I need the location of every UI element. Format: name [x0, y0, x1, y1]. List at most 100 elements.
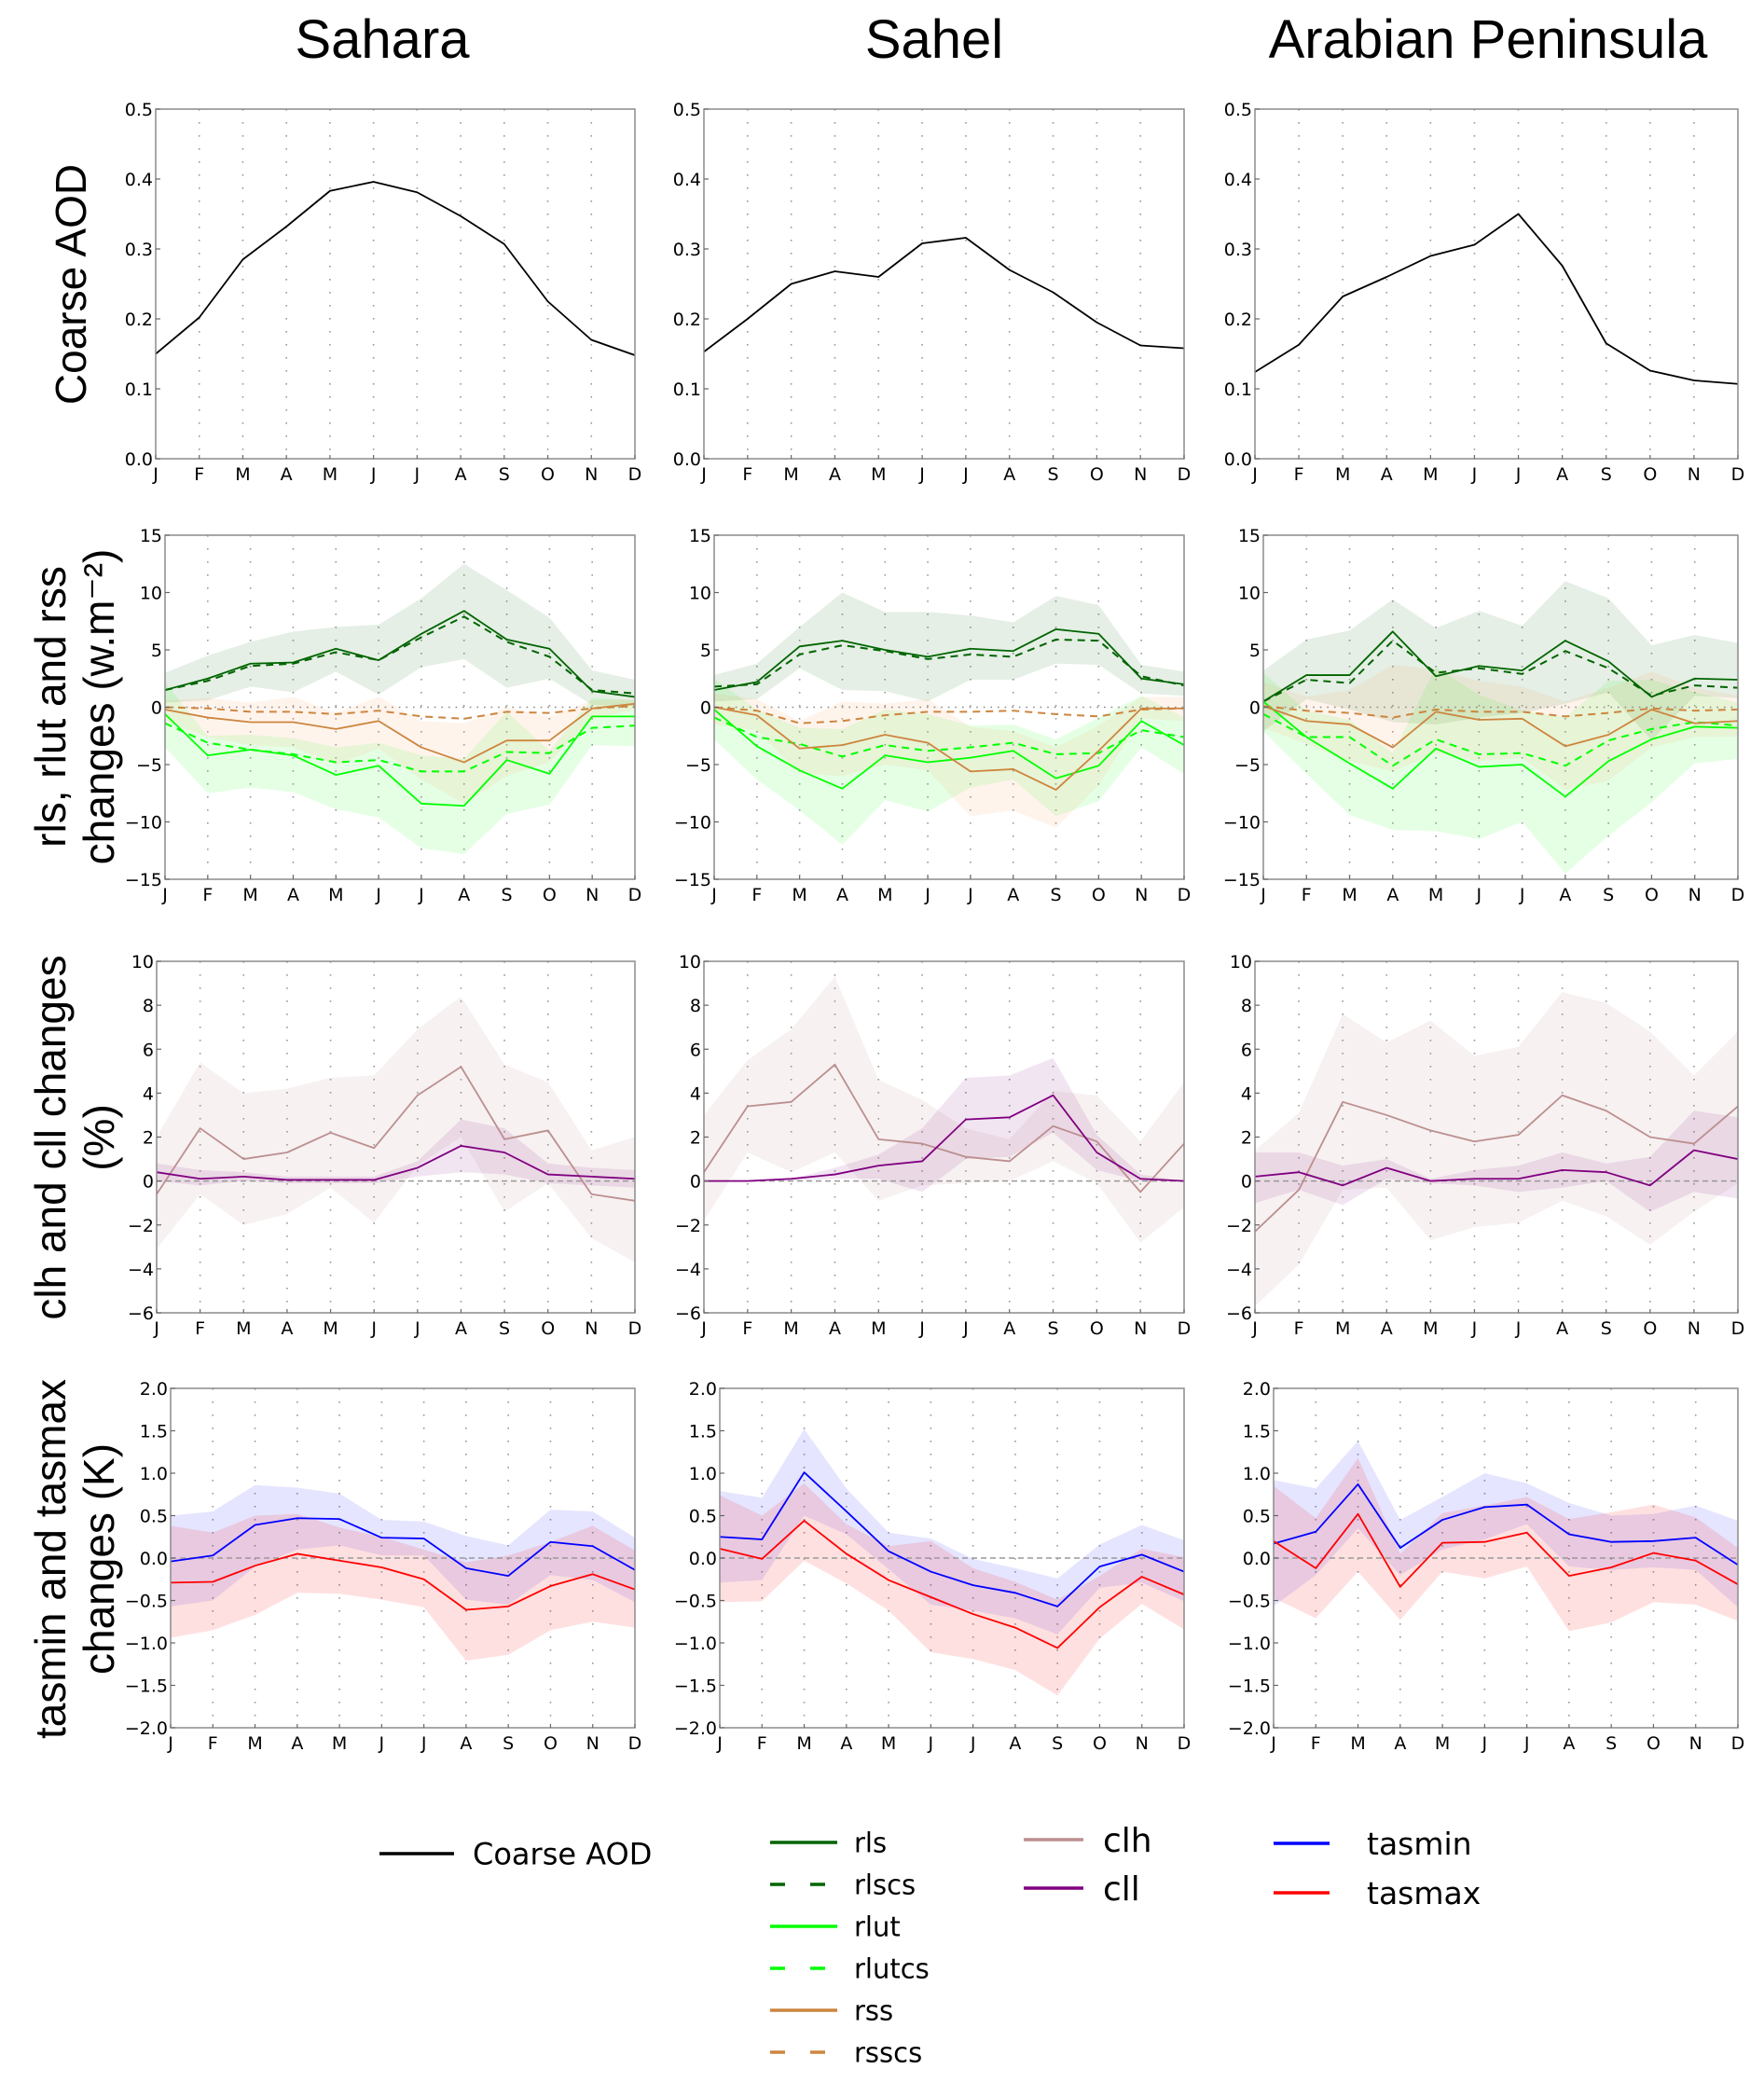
y-tick-label: 10 — [679, 952, 701, 973]
band-cll-range — [1255, 1110, 1738, 1212]
x-tick-label: N — [1688, 464, 1701, 485]
y-tick-label: 2 — [1241, 1128, 1252, 1149]
y-tick-label: 0.3 — [125, 240, 153, 260]
legend-label: clh — [1103, 1822, 1152, 1860]
x-tick-label: A — [1003, 464, 1015, 485]
y-tick-label: −1.5 — [1228, 1676, 1271, 1697]
x-tick-label: D — [1731, 1318, 1745, 1339]
series-rlscs — [165, 615, 635, 695]
y-tick-label: −2.0 — [1228, 1718, 1271, 1739]
x-tick-label: M — [247, 1733, 262, 1754]
y-tick-label: −4 — [1226, 1260, 1252, 1280]
x-tick-label: O — [1643, 464, 1657, 485]
x-tick-label: S — [1048, 464, 1059, 485]
band-cll-range — [704, 1057, 1184, 1193]
y-tick-label: 0 — [700, 698, 711, 719]
series-rlutcs — [165, 722, 635, 773]
y-tick-label: 4 — [690, 1083, 701, 1104]
row-label-2-line-0: clh and cll changes — [26, 955, 75, 1319]
x-tick-label: A — [829, 464, 841, 485]
series-rlscs — [1263, 640, 1738, 703]
x-tick-label: A — [1009, 1733, 1021, 1754]
x-tick-label: J — [370, 464, 377, 485]
y-tick-label: 0.5 — [673, 100, 701, 120]
legend-label: rls — [854, 1827, 887, 1858]
legend-label: rss — [854, 1994, 893, 2026]
y-tick-label: 0.2 — [125, 310, 153, 330]
y-tick-label: 15 — [689, 526, 711, 546]
band-rls-range — [714, 592, 1184, 702]
x-tick-label: M — [1423, 464, 1438, 485]
series-cll — [1255, 1149, 1738, 1187]
legend-item-tasmax: tasmax — [1274, 1875, 1481, 1911]
x-tick-label: S — [1606, 1733, 1617, 1754]
series-rss — [1263, 705, 1738, 749]
band-tasmax-range — [720, 1483, 1184, 1696]
legend-label: rlscs — [854, 1869, 916, 1900]
series-tasmax — [720, 1520, 1184, 1649]
plot-frame — [703, 108, 1185, 460]
plot-frame — [155, 108, 636, 460]
x-tick-label: D — [628, 464, 642, 485]
x-tick-label: F — [194, 464, 204, 485]
x-tick-label: D — [628, 885, 642, 905]
y-tick-label: −0.5 — [674, 1592, 717, 1612]
panels: 0.00.10.20.30.40.5J F M A M J J A S O N D0.00.10.20… — [125, 100, 1745, 1754]
x-tick-label: J — [962, 1318, 969, 1339]
series-tasmax — [1274, 1512, 1738, 1588]
x-tick-label: N — [1134, 464, 1147, 485]
x-tick-label: J — [1471, 1318, 1478, 1339]
y-tick-label: −10 — [1223, 813, 1261, 834]
x-tick-label: M — [796, 1733, 811, 1754]
x-tick-label: J — [167, 1733, 173, 1754]
x-tick-label: O — [541, 1318, 555, 1339]
y-tick-label: −1.0 — [125, 1634, 168, 1654]
x-tick-label: M — [1423, 1318, 1438, 1339]
x-tick-label: F — [757, 1733, 767, 1754]
column-titles: Sahara Sahel Arabian Peninsula — [295, 9, 1708, 70]
panel-r2-c1: −6 −4 −2 0 2 4 6 8 10 J F M A M J J A S O N D — [675, 952, 1191, 1339]
legend-group-1: rls rlscs rlut rlutcs rss rsscs — [770, 1827, 930, 2068]
x-tick-label: J — [962, 464, 969, 485]
band-tasmin-range — [1274, 1441, 1738, 1607]
y-tick-label: 8 — [143, 996, 154, 1016]
series-tasmin — [1274, 1483, 1738, 1566]
x-tick-label: F — [1311, 1733, 1321, 1754]
series-rsscs — [714, 706, 1184, 724]
x-tick-label: A — [840, 1733, 852, 1754]
legend-label: Coarse AOD — [473, 1837, 652, 1872]
x-tick-label: J — [700, 1318, 707, 1339]
y-tick-label: 0.5 — [689, 1507, 717, 1527]
y-tick-label: −2 — [128, 1216, 154, 1236]
y-tick-label: −2.0 — [125, 1718, 168, 1739]
series-rlut — [165, 713, 635, 807]
y-tick-label: 1.5 — [1243, 1422, 1271, 1442]
panel-r0-c0: 0.0 0.1 0.2 0.3 0.4 0.5 J F M A M J J A S O N D — [125, 100, 642, 485]
x-tick-label: A — [281, 1318, 293, 1339]
x-tick-label: A — [455, 464, 467, 485]
y-tick-label: −0.5 — [1228, 1592, 1271, 1612]
x-tick-label: O — [1092, 885, 1106, 905]
x-tick-label: S — [1052, 1733, 1063, 1754]
x-tick-label: N — [1134, 1318, 1147, 1339]
y-tick-label: −0.5 — [125, 1592, 168, 1612]
x-tick-label: O — [543, 885, 557, 905]
x-tick-label: M — [783, 1318, 798, 1339]
y-tick-label: 0.0 — [125, 449, 153, 470]
y-tick-label: 0.3 — [1224, 240, 1252, 260]
y-tick-label: −1.5 — [125, 1676, 168, 1697]
x-tick-label: J — [928, 1733, 934, 1754]
x-tick-label: O — [1643, 1318, 1657, 1339]
legend-group-0: Coarse AOD — [379, 1837, 652, 1872]
x-tick-label: M — [242, 885, 257, 905]
y-tick-label: 6 — [690, 1040, 701, 1060]
legend-item-tasmin: tasmin — [1274, 1826, 1472, 1862]
x-tick-label: A — [1381, 464, 1393, 485]
band-rlut-range — [714, 678, 1184, 846]
x-tick-label: A — [460, 1733, 472, 1754]
panel-r3-c1: −2.0 −1.5 −1.0 −0.5 0.0 0.5 1.0 1.5 2.0 J F M A M J J A S… — [674, 1379, 1191, 1754]
y-tick-label: −1.0 — [674, 1634, 717, 1654]
panel-r3-c0: −2.0 −1.5 −1.0 −0.5 0.0 0.5 1.0 1.5 2.0 J F M A M J J A S… — [125, 1379, 641, 1754]
x-tick-label: J — [1270, 1733, 1276, 1754]
